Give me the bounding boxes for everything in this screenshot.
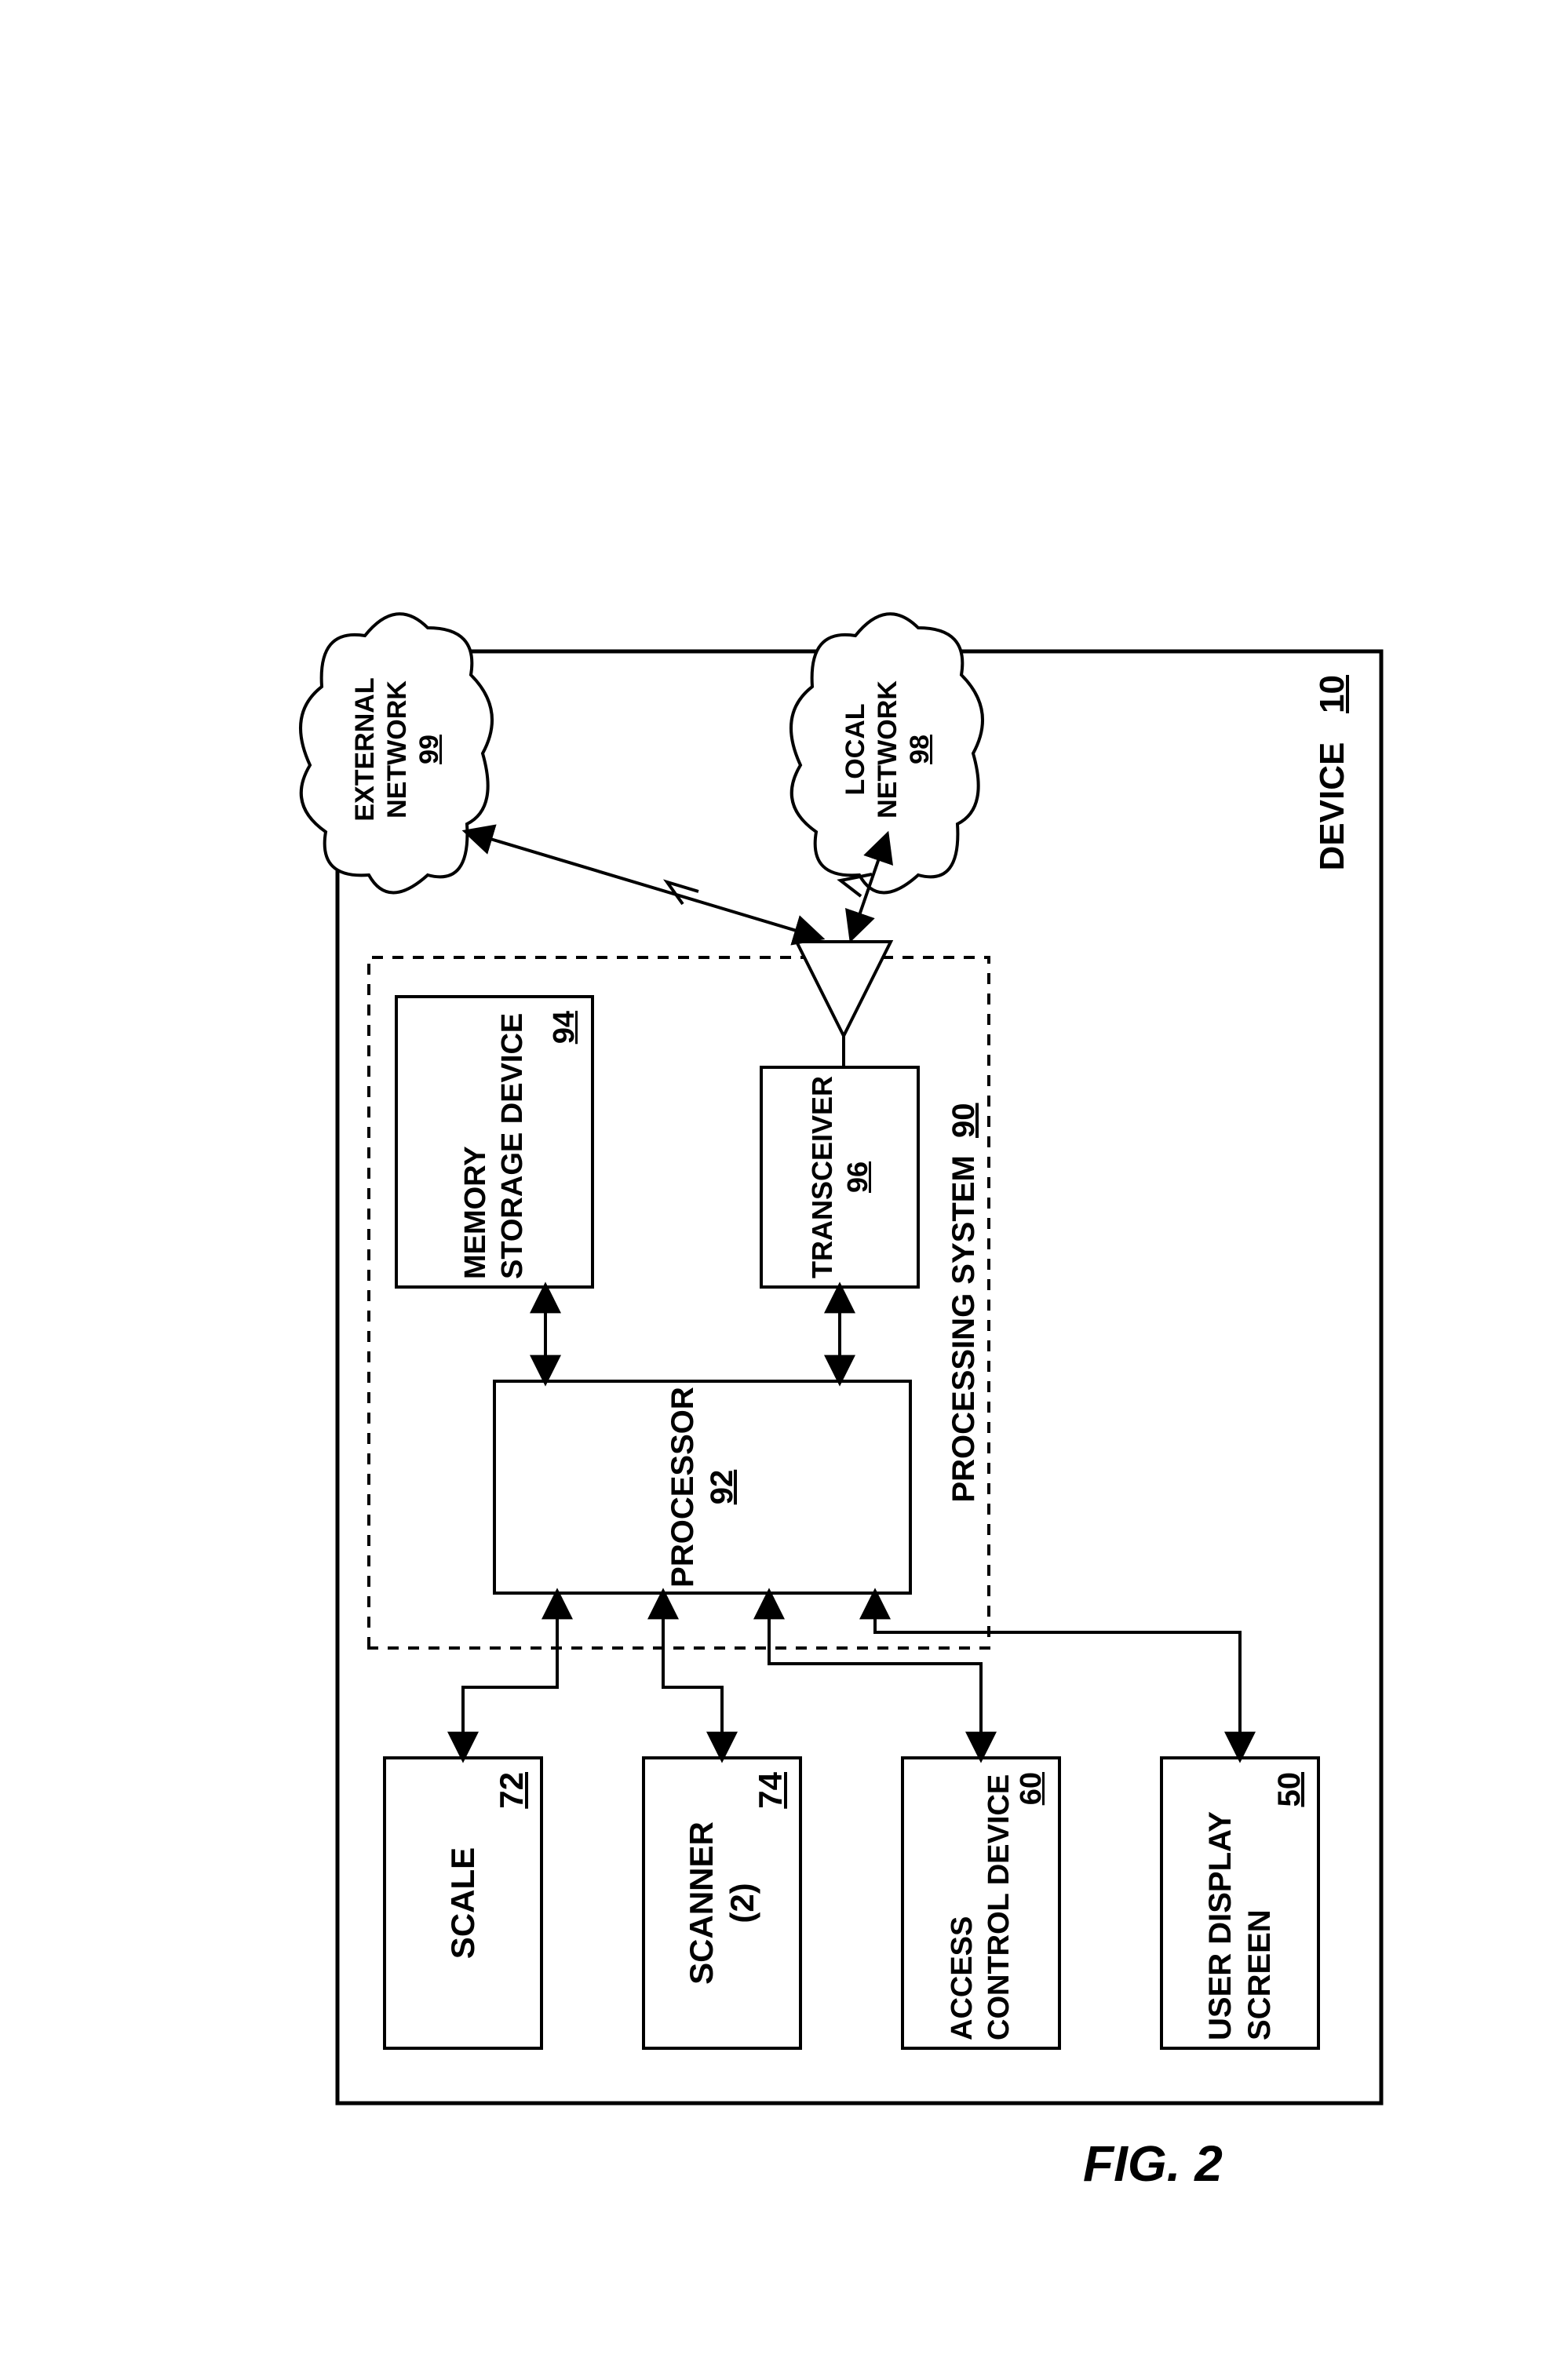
scale-text: SCALE	[443, 1847, 484, 1959]
memory-num: 94	[546, 1011, 584, 1044]
scale-num: 72	[491, 1772, 533, 1809]
display-label: USER DISPLAY SCREEN 50	[1161, 1758, 1318, 2048]
processor-text: PROCESSOR	[663, 1387, 702, 1588]
figure-caption: FIG. 2	[1083, 2135, 1223, 2193]
scanner-num: 74	[750, 1772, 792, 1809]
transceiver-num: 96	[840, 1161, 875, 1193]
scale-label: SCALE 72	[385, 1758, 542, 2048]
access-label: ACCESS CONTROL DEVICE 60	[903, 1758, 1059, 2048]
processor-num: 92	[702, 1470, 742, 1505]
diagram-canvas: SCALE 72 SCANNER (2) 74 ACCESS CONTROL D…	[59, 204, 1511, 2166]
edge-scanner-processor	[663, 1593, 722, 1758]
processor-label: PROCESSOR 92	[494, 1381, 910, 1593]
external-network-label: EXTERNAL NETWORK 99	[349, 636, 445, 863]
device-num: 10	[1313, 675, 1351, 713]
transceiver-text: TRANSCEIVER	[804, 1076, 840, 1278]
processing-system-text: PROCESSING SYSTEM	[946, 1155, 981, 1502]
local-network-label: LOCAL NETWORK 98	[840, 636, 935, 863]
memory-text: MEMORY STORAGE DEVICE	[458, 1005, 532, 1279]
external-network-num: 99	[414, 735, 444, 764]
processing-system-num: 90	[946, 1103, 981, 1138]
device-label: DEVICE 10	[1311, 675, 1354, 870]
display-num: 50	[1270, 1772, 1309, 1807]
scanner-text: SCANNER	[681, 1821, 723, 1985]
antenna-icon	[797, 942, 891, 1036]
transceiver-label: TRANSCEIVER 96	[761, 1067, 918, 1287]
page: SCALE 72 SCANNER (2) 74 ACCESS CONTROL D…	[0, 0, 1568, 2370]
local-network-text: LOCAL NETWORK	[841, 680, 903, 819]
edge-scale-processor	[463, 1593, 557, 1758]
access-num: 60	[1013, 1772, 1051, 1805]
processing-system-label: PROCESSING SYSTEM 90	[944, 957, 983, 1648]
scanner-sub: (2)	[722, 1883, 764, 1923]
access-text: ACCESS CONTROL DEVICE	[944, 1766, 1019, 2040]
memory-label: MEMORY STORAGE DEVICE 94	[396, 997, 593, 1287]
external-network-text: EXTERNAL NETWORK	[350, 677, 412, 821]
scanner-label: SCANNER (2) 74	[644, 1758, 800, 2048]
local-network-num: 98	[905, 735, 935, 764]
edge-display-processor	[875, 1593, 1240, 1758]
display-text: USER DISPLAY SCREEN	[1201, 1766, 1279, 2040]
edge-antenna-external	[467, 832, 820, 938]
device-text: DEVICE	[1313, 742, 1351, 871]
